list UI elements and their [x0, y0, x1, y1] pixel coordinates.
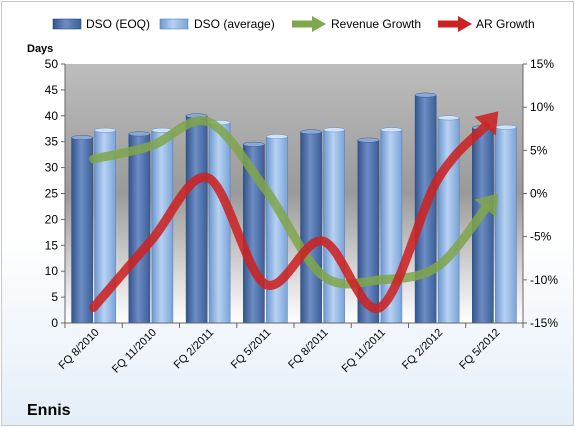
x-tick-label-0: FQ 8/2010	[57, 327, 102, 372]
y2-tick-label-1: -10%	[530, 273, 558, 287]
y-tick-label-20: 20	[45, 212, 59, 226]
x-tick-label-5: FQ 11/2011	[340, 327, 388, 375]
line-revenue-growth	[89, 116, 490, 289]
y-tick-label-10: 10	[45, 264, 59, 278]
y-tick-label-40: 40	[45, 109, 59, 123]
bar-dso-avg-3	[266, 136, 288, 324]
arrowhead-ar-growth	[474, 111, 499, 136]
bar-top-dso-avg-7	[495, 124, 517, 130]
legend: DSO (EOQ) DSO (average) Revenue Growth A…	[52, 16, 535, 32]
y-tick-label-15: 15	[45, 238, 59, 252]
arrowhead-revenue-growth	[474, 193, 499, 218]
legend-swatch-dso-avg	[159, 18, 189, 30]
y-axis-title: Days	[27, 43, 53, 55]
bar-top-dso-eoq-5	[357, 137, 380, 143]
bar-top-dso-eoq-1	[128, 131, 151, 137]
bar-dso-eoq-0	[71, 137, 93, 324]
y-tick-label-35: 35	[45, 135, 59, 149]
legend-label-revenue-growth: Revenue Growth	[331, 17, 421, 31]
y-tick-label-25: 25	[45, 187, 59, 201]
legend-label-ar-growth: AR Growth	[476, 17, 535, 31]
bar-dso-eoq-2	[185, 115, 208, 324]
line-ar-growth	[89, 121, 490, 313]
x-tick-label-1: FQ 11/2010	[110, 327, 159, 376]
y-tick-label-5: 5	[51, 290, 58, 304]
y-tick-label-0: 0	[51, 316, 58, 330]
bar-top-dso-eoq-3	[243, 141, 265, 147]
x-tick-label-4: FQ 8/2011	[286, 327, 331, 372]
y2-tick-label-5: 10%	[530, 100, 554, 114]
y-tick-label-50: 50	[45, 57, 59, 71]
bar-top-dso-eoq-0	[71, 135, 93, 140]
bar-dso-eoq-1	[128, 133, 151, 324]
bar-dso-avg-7	[495, 126, 517, 324]
legend-label-dso-avg: DSO (average)	[194, 17, 275, 31]
bar-dso-eoq-4	[300, 131, 322, 324]
bar-dso-avg-2	[208, 122, 231, 324]
legend-arrow-ar-growth	[438, 16, 472, 32]
x-tick-label-6: FQ 2/2012	[400, 327, 445, 372]
bar-top-dso-avg-5	[380, 127, 403, 133]
x-tick-label-2: FQ 2/2011	[172, 327, 217, 372]
y2-tick-label-3: 0%	[530, 187, 548, 201]
y-tick-label-45: 45	[45, 83, 59, 97]
y2-tick-label-0: -15%	[530, 316, 558, 330]
bar-top-dso-avg-4	[323, 127, 345, 133]
y2-tick-label-6: 15%	[530, 57, 554, 71]
bar-top-dso-avg-0	[94, 127, 116, 133]
y-tick-label-30: 30	[45, 161, 59, 175]
bar-top-dso-eoq-6	[414, 92, 437, 98]
x-tick-label-3: FQ 5/2011	[229, 327, 274, 372]
y2-tick-label-2: -5%	[530, 230, 552, 244]
bar-top-dso-avg-6	[437, 115, 460, 121]
legend-arrow-revenue-growth	[292, 16, 326, 32]
company-label: Ennis	[27, 402, 71, 419]
x-tick-label-7: FQ 5/2012	[457, 327, 502, 372]
legend-swatch-dso-eoq	[52, 18, 82, 30]
bar-top-dso-eoq-4	[300, 129, 322, 135]
y2-tick-label-4: 5%	[530, 143, 548, 157]
bar-dso-avg-4	[323, 129, 345, 324]
legend-label-dso-eoq: DSO (EOQ)	[86, 17, 150, 31]
bar-top-dso-avg-3	[266, 134, 288, 139]
